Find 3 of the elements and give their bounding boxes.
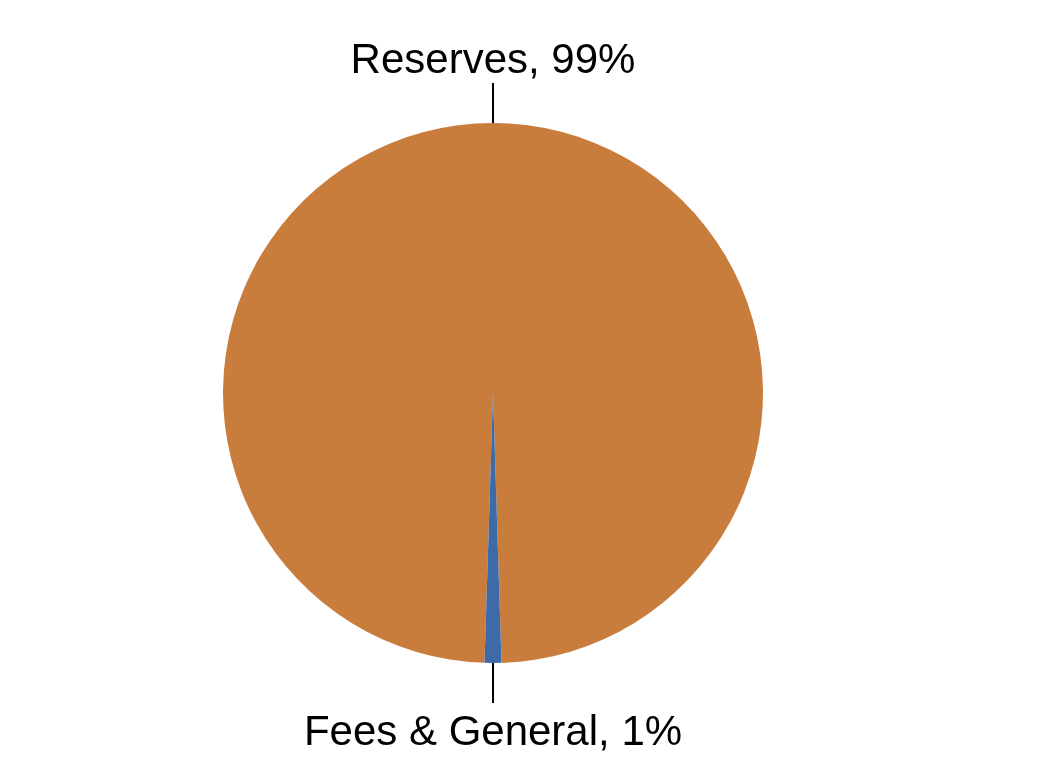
pie-slice (223, 123, 763, 663)
slice-label: Fees & General, 1% (303, 707, 683, 754)
slice-label: Reserves, 99% (350, 35, 636, 82)
